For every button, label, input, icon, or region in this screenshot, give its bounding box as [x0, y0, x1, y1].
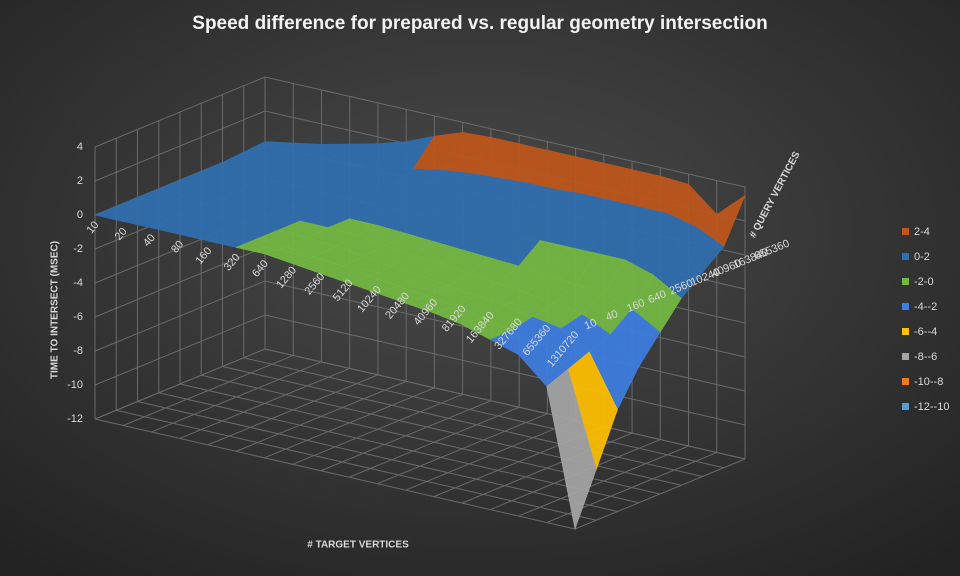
- z-tick-label: -10: [67, 379, 83, 391]
- floor-grid-line: [137, 401, 618, 512]
- legend-label: -8--6: [914, 351, 937, 363]
- z-tick-label: -8: [73, 345, 83, 357]
- legend-swatch: [902, 403, 909, 410]
- legend-label: 2-4: [914, 226, 930, 238]
- surface-patch: [546, 368, 597, 531]
- legend-label: -10--8: [914, 376, 943, 388]
- z-tick-label: -4: [73, 277, 83, 289]
- legend-label: 0-2: [914, 251, 930, 263]
- floor-grid-line: [201, 374, 682, 486]
- x-axis-title: # TARGET VERTICES: [307, 540, 409, 551]
- z-tick-label: -2: [73, 243, 83, 255]
- floor-grid-line: [116, 409, 597, 521]
- z-tick-label: -12: [67, 413, 83, 425]
- z-tick-label: 0: [77, 209, 83, 221]
- floor-grid-line: [94, 418, 576, 530]
- legend-swatch: [902, 228, 909, 235]
- y-tick-label: 10: [583, 317, 599, 333]
- chart-title: Speed difference for prepared vs. regula…: [192, 13, 767, 34]
- legend-swatch: [902, 353, 909, 360]
- legend-label: -6--4: [914, 326, 937, 338]
- z-tick-label: 4: [77, 141, 83, 153]
- z-tick-label: 2: [77, 175, 83, 187]
- legend-swatch: [902, 378, 909, 385]
- legend-swatch: [902, 278, 909, 285]
- floor-grid-line: [158, 392, 639, 504]
- legend-swatch: [902, 303, 909, 310]
- z-tick-label: -6: [73, 311, 83, 323]
- legend-label: -2-0: [914, 276, 934, 288]
- floor-grid-line: [222, 366, 703, 477]
- floor-grid-line: [243, 357, 724, 469]
- legend-swatch: [902, 328, 909, 335]
- z-axis-title: TIME TO INTERSECT (MSEC): [50, 241, 61, 379]
- legend-label: -12--10: [914, 401, 949, 413]
- grid-line: [94, 76, 746, 188]
- legend-swatch: [902, 253, 909, 260]
- legend-label: -4--2: [914, 301, 937, 313]
- y-tick-label: 40: [604, 308, 620, 324]
